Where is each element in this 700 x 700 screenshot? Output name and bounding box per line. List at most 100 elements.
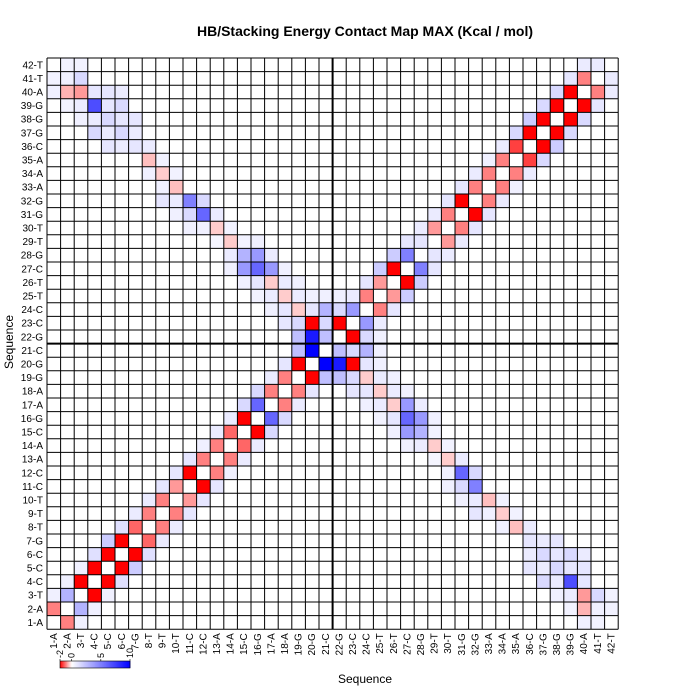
heatmap-cell bbox=[359, 275, 374, 290]
x-tick-label: 17-A bbox=[266, 633, 277, 654]
heatmap-cell bbox=[319, 316, 333, 330]
heatmap-cell bbox=[87, 547, 102, 562]
x-tick-label: 8-T bbox=[144, 633, 155, 648]
x-tick-label: 20-G bbox=[307, 633, 318, 655]
heatmap-cell bbox=[427, 438, 442, 453]
color-scale-swatch bbox=[99, 661, 102, 668]
color-scale-tick-label: -2 bbox=[55, 650, 65, 658]
x-tick-label: 29-T bbox=[430, 633, 441, 654]
y-tick-label: 27-C bbox=[21, 264, 43, 275]
color-scale-swatch bbox=[102, 661, 104, 668]
color-scale-swatch bbox=[68, 661, 70, 668]
color-scale-swatch bbox=[128, 661, 131, 668]
color-scale-swatch bbox=[113, 661, 116, 668]
x-axis-label: Sequence bbox=[338, 672, 392, 686]
heatmap-cell bbox=[305, 316, 319, 330]
heatmap-cell bbox=[278, 370, 292, 385]
heatmap-cell bbox=[264, 384, 279, 398]
heatmap-cell bbox=[183, 466, 197, 480]
x-tick-label: 4-C bbox=[90, 633, 101, 649]
heatmap-cell bbox=[495, 506, 510, 521]
heatmap-cell bbox=[400, 275, 415, 290]
heatmap-cell bbox=[115, 126, 129, 140]
heatmap-cell bbox=[427, 207, 442, 222]
heatmap-cell bbox=[550, 85, 564, 99]
heatmap-cell bbox=[142, 493, 156, 507]
heatmap-cell bbox=[400, 289, 415, 303]
heatmap-cell bbox=[441, 438, 455, 453]
heatmap-cell bbox=[237, 275, 251, 290]
heatmap-cell bbox=[523, 112, 537, 126]
heatmap-cell bbox=[414, 398, 428, 412]
heatmap-cell bbox=[414, 262, 428, 276]
x-tick-label: 24-C bbox=[362, 633, 373, 655]
y-tick-label: 35-A bbox=[22, 156, 43, 167]
color-scale-swatch bbox=[126, 661, 129, 668]
heatmap-cell bbox=[604, 588, 619, 602]
heatmap-cell bbox=[101, 85, 115, 99]
heatmap-cell bbox=[536, 112, 551, 126]
heatmap-cell bbox=[563, 85, 578, 99]
color-scale-swatch bbox=[119, 661, 122, 668]
color-scale-swatch bbox=[95, 661, 97, 668]
y-tick-label: 16-G bbox=[21, 414, 43, 425]
y-tick-label: 11-C bbox=[22, 482, 43, 493]
heatmap-cell bbox=[142, 547, 156, 562]
x-tick-label: 5-C bbox=[103, 633, 114, 649]
heatmap-cell bbox=[278, 275, 292, 290]
color-scale-tick-label: 0 bbox=[67, 653, 77, 658]
heatmap-cell bbox=[101, 126, 115, 140]
heatmap-cell bbox=[169, 166, 183, 181]
heatmap-cell bbox=[495, 153, 510, 167]
heatmap-cell bbox=[223, 466, 238, 480]
heatmap-cell bbox=[101, 534, 115, 548]
heatmap-cell bbox=[400, 248, 415, 262]
color-scale-swatch bbox=[75, 661, 77, 668]
heatmap-cell bbox=[210, 479, 224, 494]
y-tick-label: 39-G bbox=[21, 101, 43, 112]
heatmap-cell bbox=[237, 411, 251, 426]
heatmap-cell bbox=[414, 221, 428, 235]
heatmap-cell bbox=[495, 520, 510, 534]
heatmap-cell bbox=[359, 343, 374, 358]
heatmap-cell bbox=[183, 493, 197, 507]
heatmap-cell bbox=[74, 85, 88, 99]
heatmap-cell bbox=[387, 289, 401, 303]
heatmap-cell bbox=[509, 166, 523, 181]
y-tick-label: 14-A bbox=[22, 441, 43, 452]
color-scale-swatch bbox=[107, 661, 110, 668]
heatmap-cell bbox=[47, 588, 61, 602]
heatmap-cell bbox=[604, 602, 619, 616]
heatmap-cell bbox=[563, 71, 578, 86]
heatmap-cell bbox=[550, 547, 564, 562]
heatmap-cell bbox=[577, 615, 591, 630]
heatmap-cell bbox=[536, 534, 551, 548]
y-tick-label: 8-T bbox=[28, 523, 43, 534]
color-scale-swatch bbox=[77, 661, 80, 668]
heatmap-cell bbox=[577, 602, 591, 616]
x-tick-label: 39-G bbox=[566, 633, 577, 655]
heatmap-cell bbox=[509, 520, 523, 534]
y-tick-label: 24-C bbox=[21, 305, 43, 316]
heatmap-cell bbox=[196, 438, 211, 453]
x-tick-labels: 1-A 2-A 3-T 4-C 5-C 6-C 7-G 8-T 9-T 10-T 11-C 12-C 1… bbox=[49, 633, 618, 656]
heatmap-cell bbox=[251, 398, 265, 412]
heatmap-cell bbox=[319, 330, 333, 344]
color-scale-swatch bbox=[106, 661, 109, 668]
color-scale-swatch bbox=[125, 661, 127, 668]
heatmap-cell bbox=[604, 71, 619, 86]
color-scale-swatch bbox=[67, 661, 69, 668]
heatmap-cell bbox=[60, 615, 75, 630]
heatmap-cell bbox=[400, 425, 415, 439]
x-tick-label: 30-T bbox=[443, 633, 454, 654]
heatmap-cell bbox=[482, 207, 496, 222]
heatmap-cell bbox=[115, 574, 129, 589]
heatmap-cell bbox=[359, 316, 374, 330]
color-scale-swatch bbox=[64, 661, 67, 668]
chart-title: HB/Stacking Energy Contact Map MAX (Kcal… bbox=[197, 23, 533, 39]
heatmap-cell bbox=[523, 166, 537, 181]
heatmap-cell bbox=[183, 207, 197, 222]
y-tick-label: 22-G bbox=[21, 332, 43, 343]
y-tick-label: 6-C bbox=[27, 550, 43, 561]
color-scale-swatch bbox=[69, 661, 71, 668]
